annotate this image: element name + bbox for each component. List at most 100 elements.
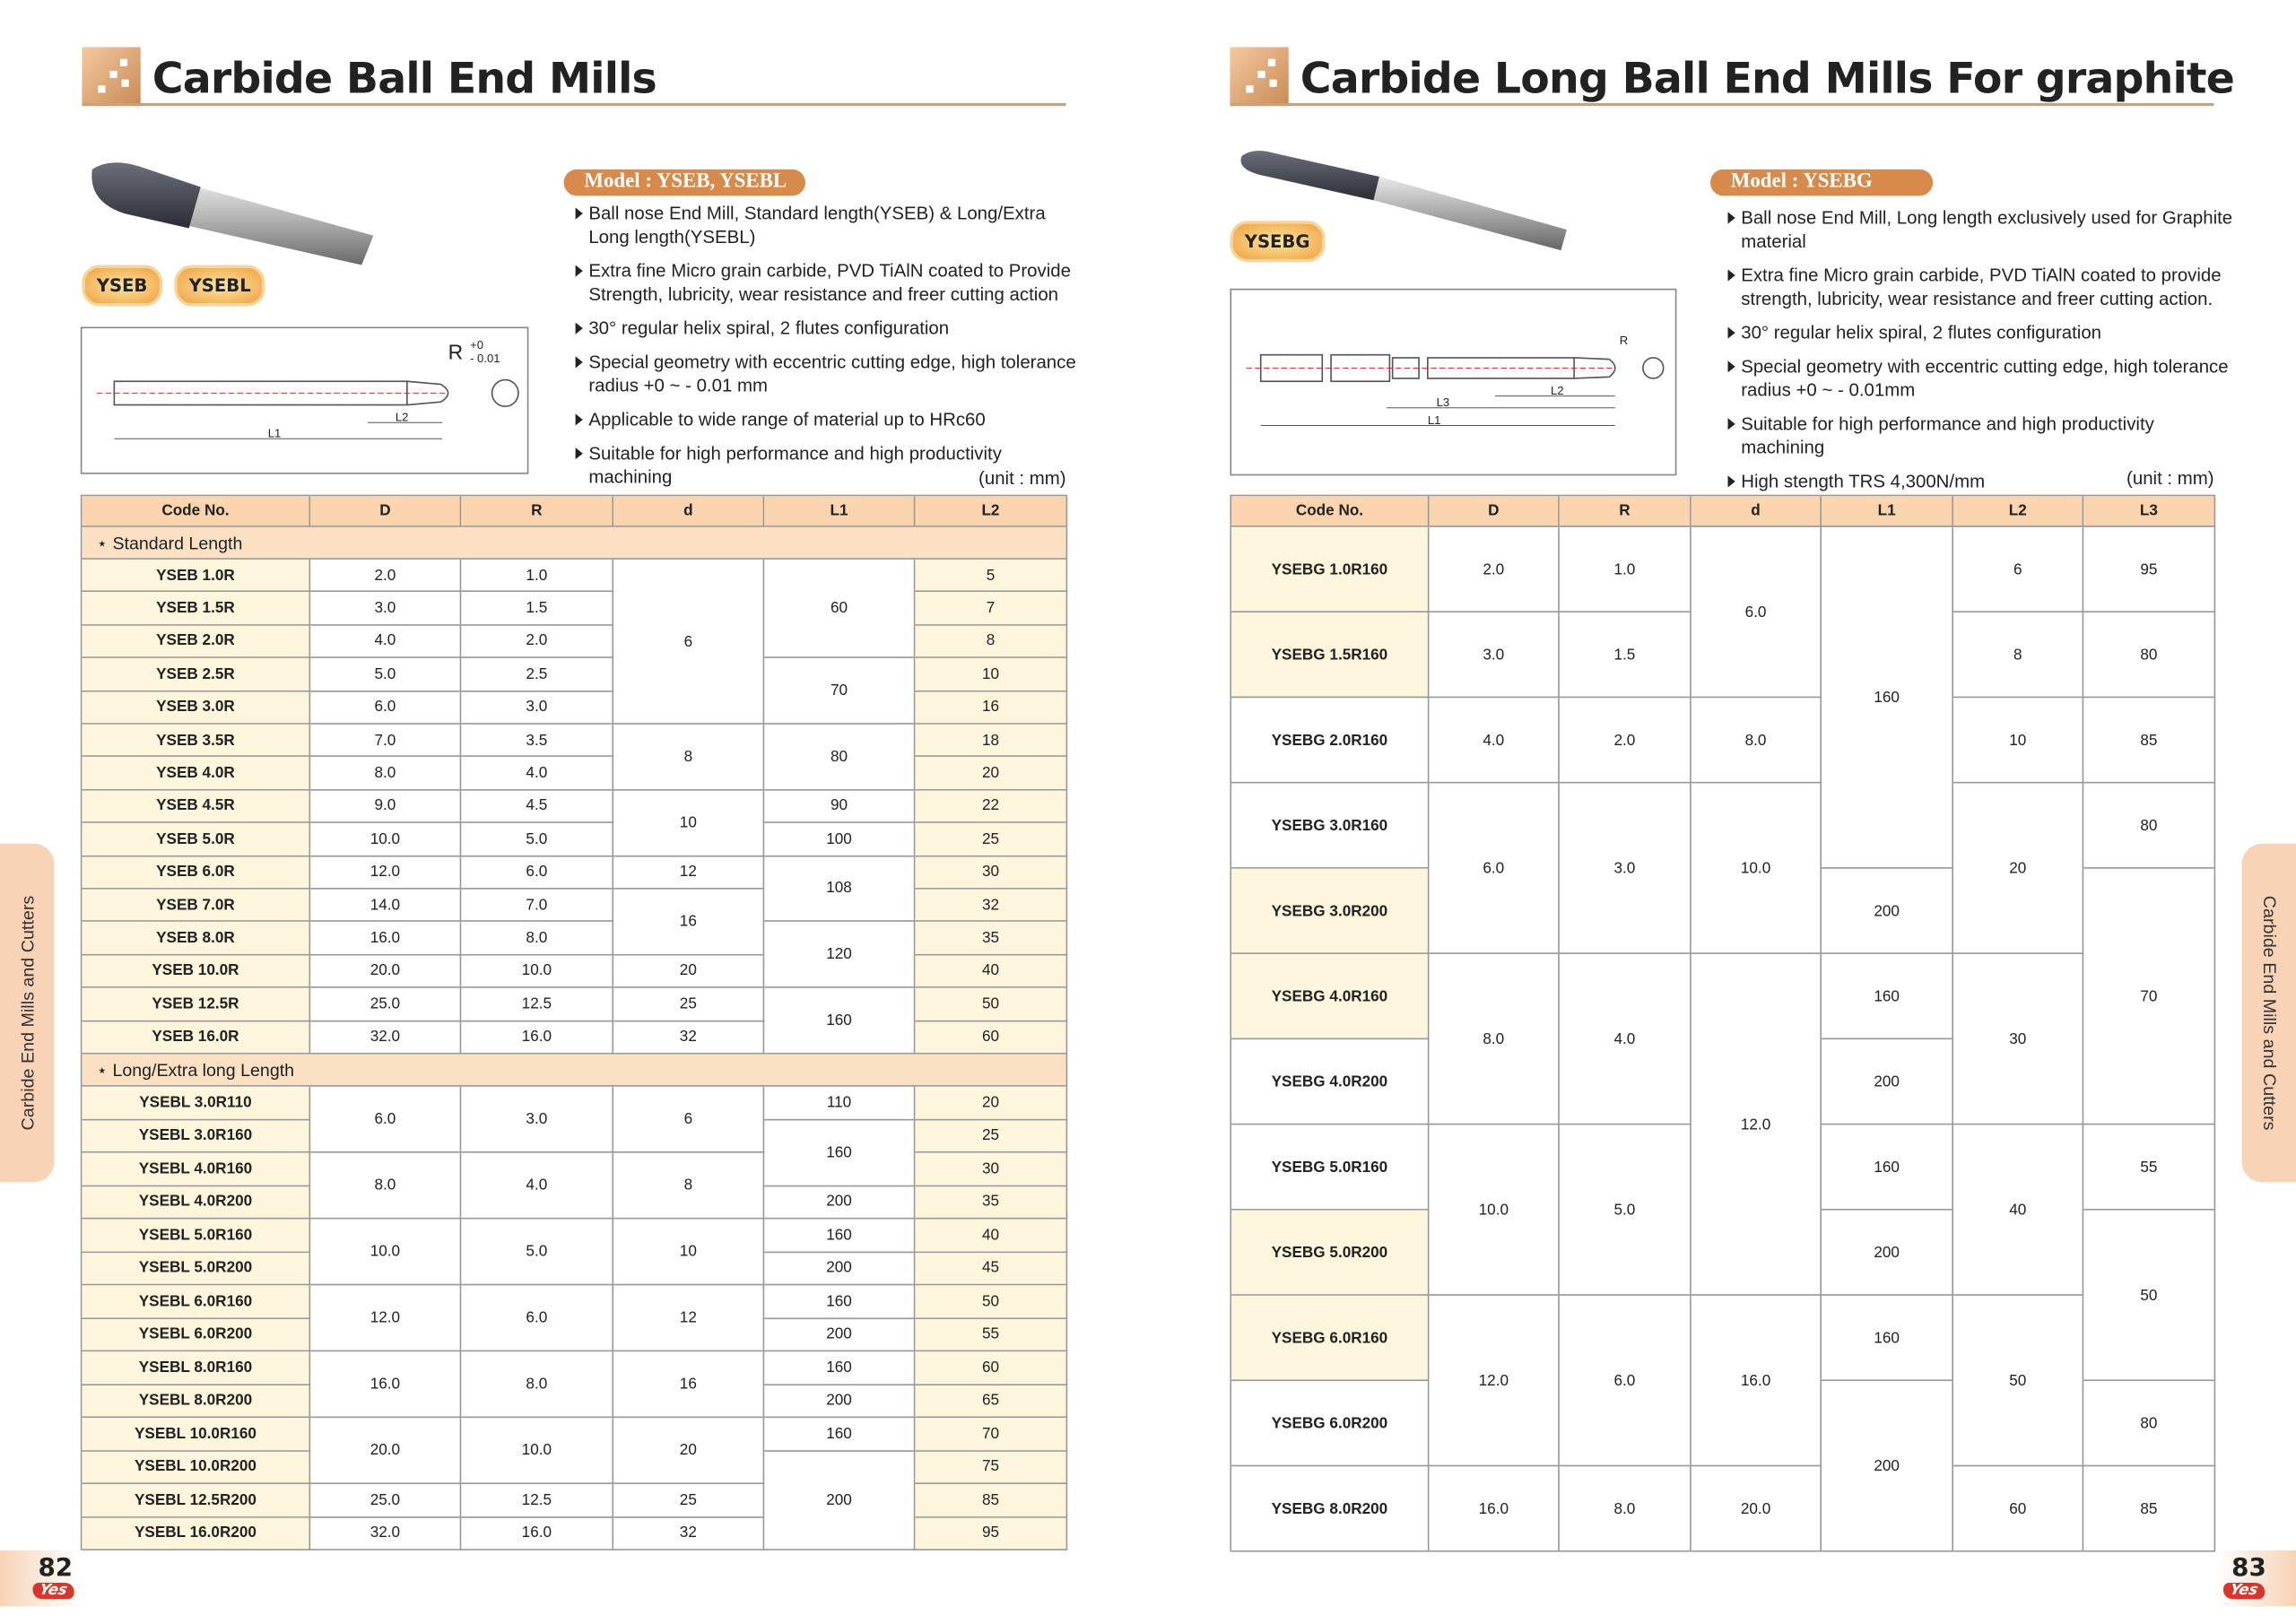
value-cell: 30 [1952, 953, 2084, 1125]
code-cell: YSEB 10.0R [82, 955, 311, 989]
code-cell: YSEBL 8.0R160 [82, 1351, 311, 1385]
value-cell: 8.0 [310, 1152, 462, 1220]
value-cell: 16.0 [1429, 1466, 1560, 1552]
code-cell: YSEB 6.0R [82, 855, 311, 890]
value-cell: 6.0 [461, 1285, 614, 1352]
value-cell: 10.0 [461, 1418, 614, 1485]
feature-item: Special geometry with eccentric cutting … [1727, 355, 2233, 403]
code-cell: YSEB 8.0R [82, 922, 311, 956]
feature-item: 30° regular helix spiral, 2 flutes confi… [575, 317, 1081, 340]
badge: YSEB [82, 265, 162, 307]
page-number: 82 [38, 1553, 74, 1584]
value-cell: 12.5 [461, 988, 614, 1021]
value-cell: 65 [915, 1385, 1068, 1419]
value-cell: 16.0 [461, 1020, 614, 1055]
value-cell: 70 [2083, 868, 2216, 1125]
value-cell: 35 [915, 1185, 1068, 1220]
code-cell: YSEB 4.5R [82, 790, 311, 824]
value-cell: 20 [915, 1086, 1068, 1120]
value-cell: 20.0 [310, 955, 462, 989]
value-cell: 8 [613, 724, 765, 791]
value-cell: 5.0 [1559, 1125, 1692, 1296]
column-header: d [613, 496, 765, 527]
value-cell: 6.0 [461, 855, 614, 890]
code-cell: YSEB 2.5R [82, 658, 311, 691]
value-cell: 6 [613, 559, 765, 725]
column-header: R [1559, 496, 1692, 527]
feature-item: Ball nose End Mill, Standard length(YSEB… [575, 202, 1081, 249]
value-cell: 6.0 [1559, 1295, 1692, 1467]
value-cell: 16 [613, 1351, 765, 1419]
dim-label: L3 [1436, 395, 1450, 410]
code-cell: YSEB 12.5R [82, 988, 311, 1021]
tool-drawing: R +0 - 0.01 L1 L2 [80, 326, 529, 474]
logo: Yes [30, 1583, 76, 1600]
value-cell: 1.0 [461, 559, 614, 593]
value-cell: 4.0 [1429, 698, 1560, 784]
value-cell: 80 [764, 724, 916, 791]
code-cell: YSEBL 3.0R160 [82, 1119, 311, 1153]
value-cell: 40 [915, 955, 1068, 989]
code-cell: YSEBL 10.0R200 [82, 1451, 311, 1485]
value-cell: 4.0 [461, 757, 614, 791]
drawing-lines [96, 378, 519, 439]
code-cell: YSEBG 1.5R160 [1231, 612, 1430, 699]
value-cell: 70 [764, 658, 916, 725]
value-cell: 12.0 [310, 1285, 462, 1352]
code-cell: YSEB 7.0R [82, 889, 311, 923]
value-cell: 6.0 [310, 1086, 462, 1153]
code-cell: YSEB 5.0R [82, 823, 311, 856]
dim-label: L1 [267, 427, 282, 440]
value-cell: 16 [613, 889, 765, 956]
value-cell: 200 [1822, 1039, 1953, 1125]
value-cell: 120 [764, 922, 916, 989]
side-tab-text: Carbide End Mills and Cutters [2258, 895, 2280, 1131]
value-cell: 32 [613, 1516, 765, 1550]
code-cell: YSEBG 5.0R160 [1231, 1125, 1430, 1211]
page-title: Carbide Long Ball End Mills For graphite [1300, 53, 2235, 103]
value-cell: 45 [915, 1252, 1068, 1286]
value-cell: 95 [915, 1516, 1068, 1550]
code-cell: YSEBL 6.0R160 [82, 1285, 311, 1319]
code-cell: YSEBG 4.0R160 [1231, 953, 1430, 1040]
feature-item: Extra fine Micro grain carbide, PVD TiAl… [1727, 264, 2233, 311]
value-cell: 1.0 [1559, 526, 1692, 613]
feature-item: Suitable for high performance and high p… [1727, 413, 2233, 460]
value-cell: 25 [613, 988, 765, 1021]
code-cell: YSEBG 3.0R160 [1231, 783, 1430, 869]
dim-label: L2 [395, 411, 409, 424]
value-cell: 22 [915, 790, 1068, 824]
title-icon [82, 47, 141, 107]
value-cell: 3.0 [1559, 783, 1692, 954]
value-cell: 10.0 [461, 955, 614, 989]
value-cell: 6.0 [310, 691, 462, 725]
column-header: L2 [1952, 496, 2084, 527]
value-cell: 8.0 [1429, 953, 1560, 1125]
code-cell: YSEB 16.0R [82, 1020, 311, 1055]
feature-item: Ball nose End Mill, Long length exclusiv… [1727, 206, 2233, 254]
value-cell: 30 [915, 855, 1068, 890]
value-cell: 2.5 [461, 658, 614, 691]
value-cell: 8.0 [1691, 698, 1822, 784]
value-cell: 50 [2083, 1210, 2216, 1382]
value-cell: 160 [1822, 1125, 1953, 1211]
title-icon [1230, 47, 1289, 107]
feature-item: Applicable to wide range of material up … [575, 408, 1081, 431]
value-cell: 20 [613, 955, 765, 989]
code-cell: YSEB 3.0R [82, 691, 311, 725]
model-label: Model : YSEBG [1709, 169, 1934, 196]
title-rule [82, 102, 1066, 106]
code-cell: YSEB 2.0R [82, 625, 311, 659]
value-cell: 5 [915, 559, 1068, 593]
value-cell: 5.0 [461, 823, 614, 856]
value-cell: 10 [1952, 698, 2084, 784]
value-cell: 85 [2083, 1466, 2216, 1552]
value-cell: 3.0 [461, 1086, 614, 1153]
value-cell: 32.0 [310, 1516, 462, 1550]
value-cell: 7 [915, 592, 1068, 626]
page-title: Carbide Ball End Mills [152, 53, 657, 103]
value-cell: 8 [915, 625, 1068, 659]
value-cell: 6 [613, 1086, 765, 1153]
model-label: Model : YSEB, YSEBL [563, 169, 805, 196]
